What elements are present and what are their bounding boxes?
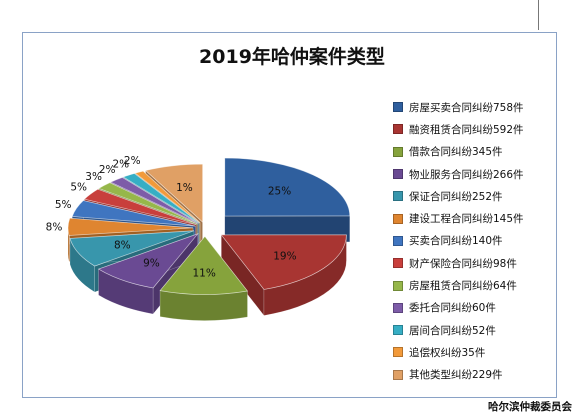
legend-item: 借款合同纠纷345件 bbox=[393, 141, 553, 163]
legend-item: 其他类型纠纷229件 bbox=[393, 364, 553, 386]
organization-signature: 哈尔滨仲裁委员会 bbox=[488, 401, 572, 413]
legend-item: 房屋买卖合同纠纷758件 bbox=[393, 96, 553, 118]
legend-swatch bbox=[393, 235, 403, 246]
legend-label: 保证合同纠纷252件 bbox=[409, 190, 503, 203]
legend-swatch bbox=[393, 213, 403, 224]
top-divider-line bbox=[538, 0, 539, 30]
slice-percent-label: 19% bbox=[273, 251, 296, 263]
slice-percent-label: 9% bbox=[143, 258, 160, 270]
legend-swatch bbox=[393, 280, 403, 291]
legend-item: 融资租赁合同纠纷592件 bbox=[393, 118, 553, 140]
slice-percent-label: 5% bbox=[55, 199, 72, 211]
slice-percent-label: 11% bbox=[192, 267, 215, 279]
slice-percent-label: 2% bbox=[113, 159, 130, 171]
legend-label: 借款合同纠纷345件 bbox=[409, 146, 503, 159]
legend-swatch bbox=[393, 102, 403, 113]
legend-label: 物业服务合同纠纷266件 bbox=[409, 168, 524, 181]
pie-slice bbox=[159, 235, 249, 321]
legend-swatch bbox=[393, 347, 403, 358]
legend-swatch bbox=[393, 258, 403, 269]
legend-label: 融资租赁合同纠纷592件 bbox=[409, 123, 524, 136]
legend-label: 建设工程合同纠纷145件 bbox=[409, 213, 524, 226]
slice-percent-label: 3% bbox=[85, 171, 102, 183]
legend-item: 保证合同纠纷252件 bbox=[393, 185, 553, 207]
slice-percent-label: 1% bbox=[176, 182, 193, 194]
pie-slice bbox=[220, 234, 347, 317]
chart-title: 2019年哈仲案件类型 bbox=[199, 46, 385, 68]
legend-label: 委托合同纠纷60件 bbox=[409, 302, 496, 315]
slice-percent-label: 2% bbox=[124, 155, 141, 167]
legend-item: 追偿权纠纷35件 bbox=[393, 341, 553, 363]
legend-item: 买卖合同纠纷140件 bbox=[393, 230, 553, 252]
legend-item: 居间合同纠纷52件 bbox=[393, 319, 553, 341]
legend-swatch bbox=[393, 302, 403, 313]
legend-swatch bbox=[393, 169, 403, 180]
pie-slice bbox=[224, 157, 351, 243]
legend-item: 建设工程合同纠纷145件 bbox=[393, 207, 553, 229]
legend-label: 房屋买卖合同纠纷758件 bbox=[409, 101, 524, 114]
legend-label: 追偿权纠纷35件 bbox=[409, 346, 486, 359]
legend-swatch bbox=[393, 146, 403, 157]
legend-label: 其他类型纠纷229件 bbox=[409, 369, 503, 382]
legend-item: 委托合同纠纷60件 bbox=[393, 297, 553, 319]
slice-percent-label: 5% bbox=[70, 182, 87, 194]
legend-item: 物业服务合同纠纷266件 bbox=[393, 163, 553, 185]
legend-swatch bbox=[393, 369, 403, 380]
legend-swatch bbox=[393, 124, 403, 135]
chart-legend: 房屋买卖合同纠纷758件 融资租赁合同纠纷592件 借款合同纠纷345件物业服务合同… bbox=[393, 96, 553, 386]
slice-percent-label: 25% bbox=[268, 186, 291, 198]
legend-label: 财产保险合同纠纷98件 bbox=[409, 257, 517, 270]
slice-percent-label: 8% bbox=[46, 222, 63, 234]
legend-item: 财产保险合同纠纷98件 bbox=[393, 252, 553, 274]
legend-label: 房屋租赁合同纠纷64件 bbox=[409, 280, 517, 293]
legend-item: 房屋租赁合同纠纷64件 bbox=[393, 274, 553, 296]
legend-swatch bbox=[393, 325, 403, 336]
legend-label: 居间合同纠纷52件 bbox=[409, 324, 496, 337]
slice-percent-label: 2% bbox=[99, 164, 116, 176]
slice-percent-label: 8% bbox=[114, 240, 131, 252]
legend-label: 买卖合同纠纷140件 bbox=[409, 235, 503, 248]
legend-swatch bbox=[393, 191, 403, 202]
